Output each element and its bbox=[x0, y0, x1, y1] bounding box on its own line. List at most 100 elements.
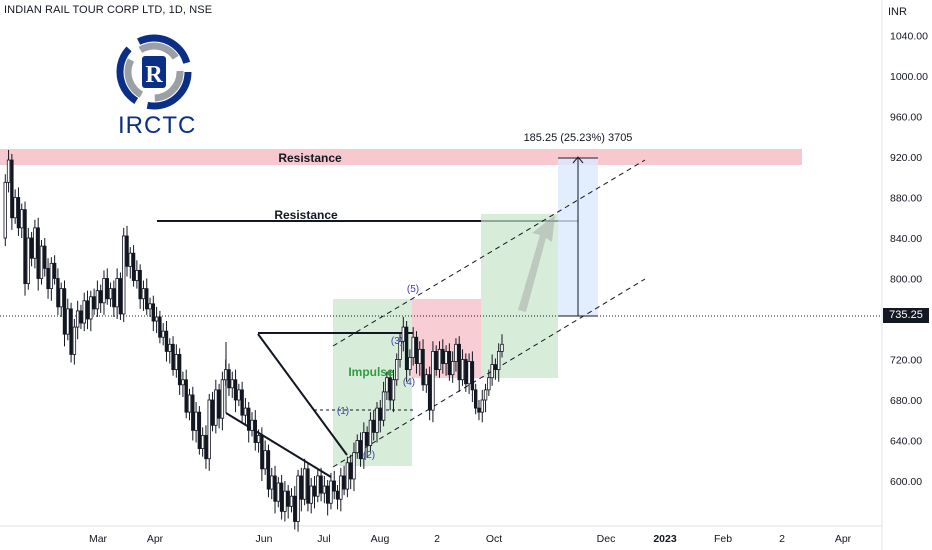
candle-up bbox=[263, 450, 267, 470]
candle-up bbox=[395, 359, 399, 381]
candle-up bbox=[187, 394, 192, 413]
candle-down bbox=[441, 348, 445, 364]
candle-down bbox=[177, 354, 182, 386]
candle-down bbox=[342, 475, 346, 490]
candle-up bbox=[174, 354, 179, 371]
candle-down bbox=[335, 490, 340, 500]
x-tick-label: Aug bbox=[371, 533, 390, 545]
candle-up bbox=[200, 435, 205, 449]
candle-up bbox=[237, 389, 241, 401]
candle-down bbox=[293, 495, 297, 522]
candle-up bbox=[450, 361, 455, 376]
candle-up bbox=[480, 399, 484, 413]
candle-down bbox=[138, 269, 142, 300]
y-tick-label: 920.00 bbox=[890, 152, 922, 164]
candle-up bbox=[322, 485, 327, 494]
candle-up bbox=[444, 350, 448, 364]
candle-up bbox=[108, 288, 113, 300]
candle-up bbox=[256, 435, 261, 443]
candle-up bbox=[296, 475, 300, 522]
candle-down bbox=[85, 300, 90, 320]
candle-up bbox=[141, 288, 146, 300]
candle-down bbox=[105, 278, 109, 300]
candle-up bbox=[168, 343, 172, 352]
candle-up bbox=[148, 303, 152, 310]
candle-down bbox=[56, 278, 60, 308]
candle-up bbox=[39, 245, 44, 279]
y-tick-label: 1000.00 bbox=[890, 71, 928, 83]
candle-up bbox=[391, 379, 396, 401]
candle-down bbox=[286, 490, 290, 507]
x-tick-label: 2023 bbox=[653, 533, 677, 545]
wave-label-1: (1) bbox=[337, 406, 349, 417]
y-tick-label: 1040.00 bbox=[890, 31, 928, 43]
candle-up bbox=[352, 452, 356, 480]
resistance-zone bbox=[0, 149, 802, 165]
y-tick-label: 800.00 bbox=[890, 274, 922, 286]
candle-up bbox=[490, 364, 494, 379]
candle-up bbox=[243, 407, 248, 416]
y-tick-label: 600.00 bbox=[890, 476, 922, 488]
candle-down bbox=[372, 419, 376, 433]
wave-label-2: (2) bbox=[363, 450, 375, 461]
candle-down bbox=[29, 237, 34, 259]
candle-down bbox=[62, 288, 67, 335]
candle-down bbox=[16, 197, 21, 229]
chart-title: INDIAN RAIL TOUR CORP LTD, 1D, NSE bbox=[4, 4, 213, 16]
candle-down bbox=[306, 468, 310, 504]
candle-down bbox=[158, 316, 162, 338]
candle-down bbox=[52, 262, 57, 279]
candle-up bbox=[467, 361, 471, 385]
candle-up bbox=[102, 278, 106, 304]
candle-down bbox=[358, 440, 363, 460]
candle-up bbox=[194, 411, 198, 431]
candle-up bbox=[115, 278, 119, 308]
candle-up bbox=[355, 440, 359, 454]
impulse-box bbox=[333, 299, 412, 466]
candle-up bbox=[375, 407, 379, 433]
candle-down bbox=[493, 364, 498, 371]
x-tick-label: Mar bbox=[89, 533, 108, 545]
candle-up bbox=[3, 181, 7, 239]
candle-up bbox=[128, 252, 132, 267]
candle-down bbox=[266, 450, 271, 490]
candle-up bbox=[276, 482, 281, 502]
candle-down bbox=[477, 407, 481, 413]
measure-arrowhead-icon bbox=[572, 156, 584, 164]
candle-up bbox=[431, 350, 435, 411]
wedge-upper bbox=[257, 333, 348, 456]
candle-up bbox=[289, 495, 294, 507]
candle-down bbox=[388, 377, 392, 401]
candle-up bbox=[72, 326, 77, 355]
candle-up bbox=[437, 348, 442, 371]
candle-down bbox=[325, 485, 330, 504]
candle-down bbox=[43, 245, 47, 269]
wave-label-4: (4) bbox=[403, 377, 415, 388]
candle-down bbox=[427, 374, 432, 411]
candle-down bbox=[171, 343, 175, 371]
candle-down bbox=[299, 475, 304, 500]
channel-upper bbox=[332, 159, 646, 347]
x-tick-label: 2 bbox=[779, 533, 785, 545]
candle-down bbox=[145, 288, 149, 310]
candle-down bbox=[253, 419, 257, 443]
candle-up bbox=[483, 389, 488, 401]
candle-up bbox=[270, 475, 274, 490]
candle-down bbox=[348, 462, 353, 480]
candle-down bbox=[151, 303, 156, 322]
candle-down bbox=[312, 485, 317, 497]
measure-label: 185.25 (25.23%) 3705 bbox=[524, 132, 633, 144]
x-tick-label: Dec bbox=[597, 533, 616, 545]
candle-up bbox=[398, 340, 402, 360]
svg-text:R: R bbox=[145, 62, 163, 88]
y-tick-label: 840.00 bbox=[890, 233, 922, 245]
candle-down bbox=[260, 435, 264, 470]
candle-up bbox=[207, 399, 211, 460]
candle-up bbox=[401, 326, 406, 342]
candle-down bbox=[112, 288, 116, 308]
candle-up bbox=[214, 389, 218, 426]
candle-down bbox=[118, 278, 123, 315]
candle-down bbox=[210, 399, 215, 426]
irctc-logo-icon: R bbox=[116, 34, 192, 110]
